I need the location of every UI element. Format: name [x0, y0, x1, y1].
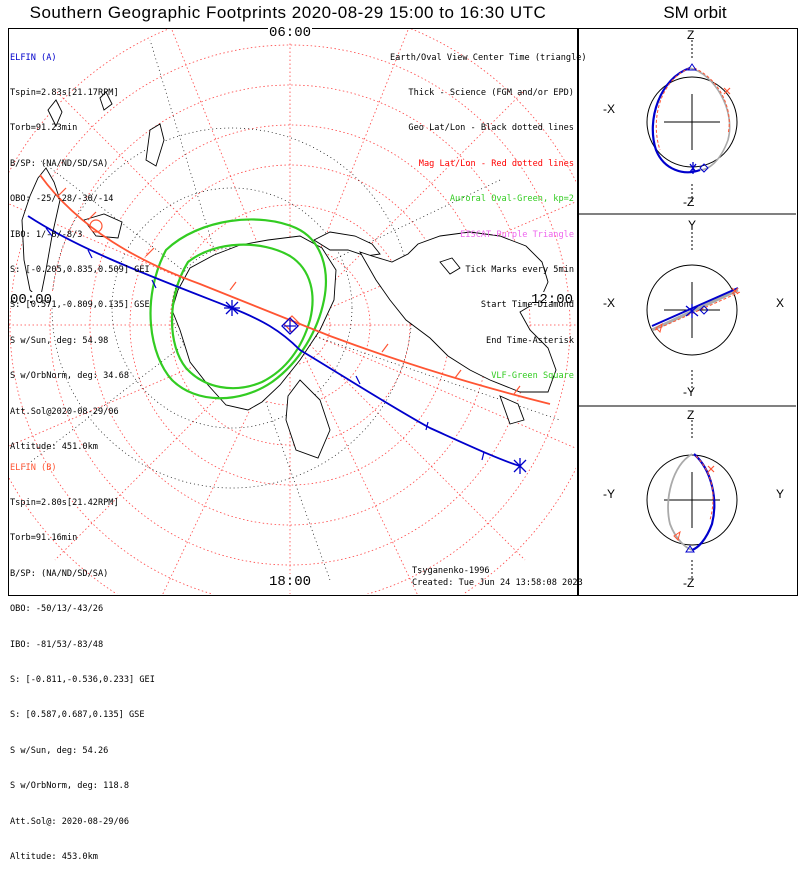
- elfin-a-track: [27, 215, 527, 474]
- sm2-top-label: Y: [688, 218, 697, 232]
- elfin-a-info: ELFIN (A) Tspin=2.83s[21.17RPM] Torb=91.…: [10, 29, 150, 465]
- sm-panel-2: [578, 228, 796, 407]
- legend-item: Tick Marks every 5min: [465, 264, 574, 275]
- elfin-a-line: Tspin=2.83s[21.17RPM]: [10, 87, 119, 98]
- elfin-a-ticks: [45, 227, 485, 461]
- sm2-right-label: X: [776, 296, 785, 310]
- legend-item: Thick - Science (FGM and/or EPD): [408, 87, 574, 98]
- legend-item: Start Time-Diamond: [480, 300, 574, 311]
- elfin-b-line: S w/Sun, deg: 54.26: [10, 745, 109, 756]
- auroral-oval: [149, 218, 327, 400]
- legend-item: Earth/Oval View Center Time (triangle): [390, 52, 587, 63]
- elfin-b-line: S w/OrbNorm, deg: 118.8: [10, 781, 129, 792]
- mlt-label-top: 06:00: [268, 25, 313, 41]
- elfin-a-end-asterisk: [224, 300, 240, 316]
- elfin-b-line: Att.Sol@: 2020-08-29/06: [10, 816, 129, 827]
- elfin-b-line: OBO: -50/13/-43/26: [10, 604, 104, 615]
- sm1-bottom-label: -Z: [683, 195, 695, 209]
- sm2-bottom-label: -Y: [683, 385, 695, 399]
- elfin-b-line: Altitude: 453.0km: [10, 851, 98, 862]
- sm3-right-label: Y: [776, 487, 785, 501]
- sm2-left-label: -X: [603, 296, 615, 310]
- elfin-a-line: Altitude: 451.0km: [10, 441, 98, 452]
- elfin-a-line: Att.Sol@2020-08-29/06: [10, 406, 119, 417]
- elfin-b-info: ELFIN (B) Tspin=2.80s[21.42RPM] Torb=91.…: [10, 439, 155, 875]
- elfin-b-line: S: [-0.811,-0.536,0.233] GEI: [10, 674, 155, 685]
- legend-item: Geo Lat/Lon - Black dotted lines: [408, 123, 574, 134]
- elfin-a-line: IBO: 1/-8/-8/3: [10, 229, 83, 240]
- created-label: Created: Tue Jun 24 13:58:08 2023: [412, 578, 583, 588]
- elfin-a-line: Torb=91.23min: [10, 123, 78, 134]
- elfin-a-line: S w/Sun, deg: 54.98: [10, 335, 109, 346]
- elfin-b-line: S: [0.587,0.687,0.135] GSE: [10, 710, 145, 721]
- mlt-label-left: 00:00: [9, 292, 54, 308]
- elfin-b-line: Tspin=2.80s[21.42RPM]: [10, 497, 119, 508]
- sm1-left-label: -X: [603, 102, 615, 116]
- sm-orbit-title: SM orbit: [663, 3, 727, 22]
- sm-panels-frame: [578, 28, 798, 596]
- sm3-top-label: Z: [687, 408, 695, 422]
- mlt-label-bottom: 18:00: [268, 574, 313, 590]
- legend-item: End Time-Asterisk: [486, 335, 574, 346]
- legend-item: VLF-Green Square: [491, 371, 574, 382]
- elfin-b-track: [39, 174, 551, 405]
- sm3-bottom-label: -Z: [683, 576, 695, 590]
- elfin-a-line: S w/OrbNorm, deg: 34.68: [10, 371, 129, 382]
- sm-panel-3: [646, 420, 738, 580]
- elfin-a-line: OBO: -25/-28/-30/-14: [10, 194, 114, 205]
- elfin-a-line: B/SP: (NA/ND/SD/SA): [10, 158, 109, 169]
- footprint-map: [9, 29, 796, 594]
- elfin-a-end-asterisk-2: [513, 458, 527, 474]
- elfin-b-line: IBO: -81/53/-83/48: [10, 639, 104, 650]
- legend: Earth/Oval View Center Time (triangle) T…: [390, 29, 587, 395]
- legend-item: Mag Lat/Lon - Red dotted lines: [418, 158, 574, 169]
- elfin-b-start-diamond: [89, 219, 103, 233]
- sm3-left-label: -Y: [603, 487, 615, 501]
- elfin-b-line: Torb=91.16min: [10, 533, 78, 544]
- elfin-b-line: B/SP: (NA/ND/SD/SA): [10, 568, 109, 579]
- elfin-b-ticks: [57, 187, 521, 395]
- mlt-label-right: 12:00: [530, 292, 575, 308]
- legend-item: Auroral Oval-Green, kp=2: [449, 194, 574, 205]
- elfin-a-start-diamond: [281, 317, 299, 335]
- main-title: Southern Geographic Footprints 2020-08-2…: [29, 3, 547, 22]
- elfin-a-line: ELFIN (A): [10, 52, 57, 63]
- elfin-b-line: ELFIN (B): [10, 462, 57, 473]
- model-label: Tsyganenko-1996: [412, 566, 490, 576]
- legend-item: EISCAT-Purple Triangle: [460, 229, 574, 240]
- sm-panel-1: [578, 40, 796, 215]
- elfin-a-line: S: [-0.205,0.835,0.509] GEI: [10, 264, 150, 275]
- sm1-top-label: Z: [687, 28, 695, 42]
- elfin-a-line: S: [0.571,-0.809,0.135] GSE: [10, 300, 150, 311]
